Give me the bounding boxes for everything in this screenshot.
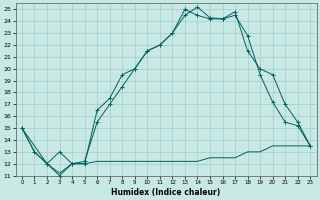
- X-axis label: Humidex (Indice chaleur): Humidex (Indice chaleur): [111, 188, 221, 197]
